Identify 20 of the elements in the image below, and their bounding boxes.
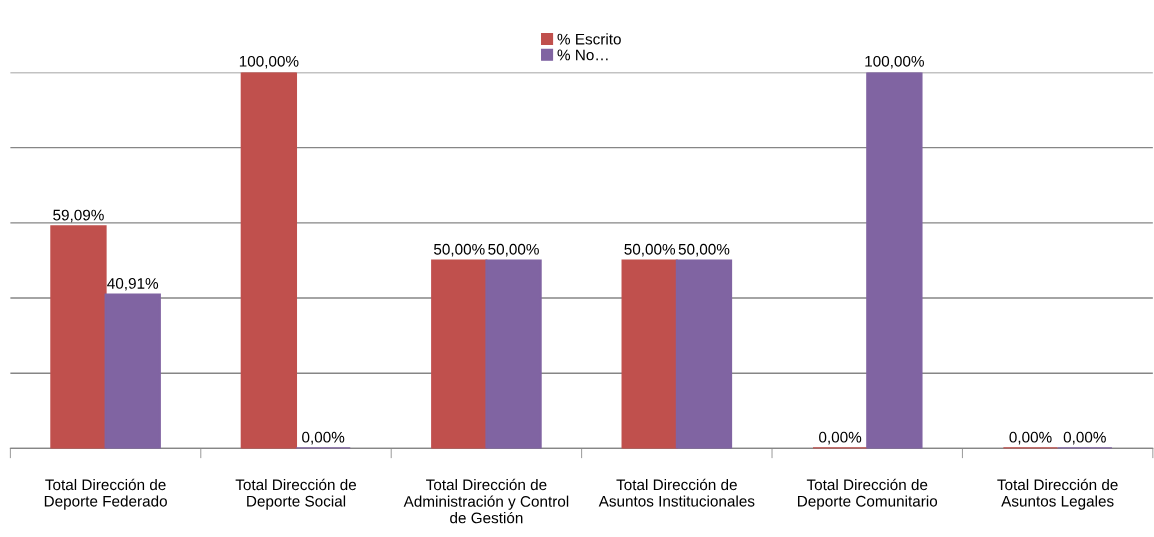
data-label: 0,00% xyxy=(1009,431,1052,445)
x-tick-label: Total Dirección de Deporte Social xyxy=(235,478,357,510)
x-tick-label: Total Dirección de Asuntos Legales xyxy=(997,478,1118,510)
data-label: 50,00% xyxy=(488,243,539,257)
data-label: 0,00% xyxy=(819,431,862,445)
data-label: 0,00% xyxy=(302,431,345,445)
data-label: 40,91% xyxy=(107,278,159,291)
data-label: 0,00% xyxy=(1063,431,1106,445)
x-tick-label: Total Dirección de Deporte Federado xyxy=(44,478,167,510)
x-tick-label: Total Dirección de Deporte Comunitario xyxy=(798,478,938,510)
x-tick-label: Total Dirección de Asuntos Institucionales xyxy=(598,478,755,507)
legend-label: % No… xyxy=(557,49,608,61)
data-label: 59,09% xyxy=(53,209,104,223)
x-tick-label: Total Dirección de Administración y Control de Gestión xyxy=(403,478,569,524)
data-label: 100,00% xyxy=(239,55,299,69)
data-label: 50,00% xyxy=(678,243,730,257)
data-label: 100,00% xyxy=(865,55,924,69)
data-label: 50,00% xyxy=(433,243,485,257)
legend-label: % Escrito xyxy=(557,33,621,45)
data-label: 50,00% xyxy=(624,243,676,257)
